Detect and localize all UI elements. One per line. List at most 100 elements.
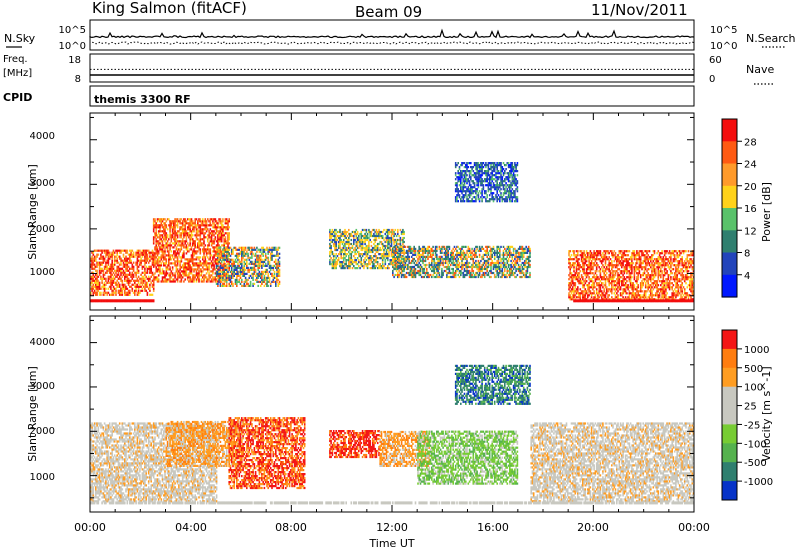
power-cell xyxy=(488,186,490,188)
power-cell xyxy=(264,281,266,283)
power-cell xyxy=(128,266,130,268)
power-cell xyxy=(420,270,422,272)
power-cell xyxy=(388,229,390,231)
power-cell xyxy=(183,256,185,258)
power-cell xyxy=(147,284,149,286)
power-cell xyxy=(113,290,115,292)
power-cell xyxy=(178,242,180,244)
power-cell xyxy=(264,285,266,287)
power-cell xyxy=(124,290,126,292)
power-cell xyxy=(266,265,268,267)
power-cell xyxy=(485,192,487,194)
power-cell xyxy=(441,256,443,258)
power-cell xyxy=(509,198,511,200)
power-cell xyxy=(149,260,151,262)
power-cell xyxy=(202,258,204,260)
power-cell xyxy=(488,254,490,256)
power-cell xyxy=(218,271,220,273)
power-cell xyxy=(115,292,117,294)
power-cell xyxy=(486,194,488,196)
power-cell xyxy=(460,178,462,180)
power-cell xyxy=(206,236,208,238)
power-cell xyxy=(468,254,470,256)
power-cell xyxy=(437,270,439,272)
power-cell xyxy=(525,260,527,262)
power-cell xyxy=(397,233,399,235)
power-cell xyxy=(193,230,195,232)
power-cell xyxy=(400,237,402,239)
power-cell xyxy=(279,281,281,283)
power-cell xyxy=(390,247,392,249)
power-cell xyxy=(429,262,431,264)
power-cell xyxy=(488,164,490,166)
power-cell xyxy=(183,280,185,282)
power-cell xyxy=(215,218,217,220)
power-cell xyxy=(96,270,98,272)
power-cell xyxy=(342,251,344,253)
power-cell xyxy=(222,220,224,222)
power-cell xyxy=(436,256,438,258)
power-cell xyxy=(232,251,234,253)
power-cell xyxy=(174,274,176,276)
power-cell xyxy=(475,252,477,254)
power-cell xyxy=(212,258,214,260)
power-cell xyxy=(148,262,150,264)
power-cell xyxy=(480,196,482,198)
power-cell xyxy=(142,288,144,290)
power-cell xyxy=(216,249,218,251)
power-cell xyxy=(382,237,384,239)
power-cell xyxy=(251,257,253,259)
power-cell xyxy=(342,243,344,245)
power-cell xyxy=(353,255,355,257)
power-cell xyxy=(507,276,509,278)
power-cell xyxy=(504,184,506,186)
power-cell xyxy=(364,261,366,263)
power-cell xyxy=(491,260,493,262)
power-cell xyxy=(466,174,468,176)
power-cell xyxy=(339,231,341,233)
power-cell xyxy=(524,248,526,250)
power-cell xyxy=(100,288,102,290)
power-cell xyxy=(338,259,340,261)
power-cell xyxy=(213,264,215,266)
power-cell xyxy=(461,176,463,178)
power-cell xyxy=(179,272,181,274)
power-cell xyxy=(181,236,183,238)
power-cell xyxy=(397,272,399,274)
power-cell xyxy=(260,249,262,251)
power-cell xyxy=(152,272,154,274)
power-cell xyxy=(162,260,164,262)
power-cell xyxy=(362,249,364,251)
power-cell xyxy=(177,218,179,220)
power-cell xyxy=(96,278,98,280)
power-cell xyxy=(130,280,132,282)
power-cell xyxy=(205,244,207,246)
power-cell xyxy=(155,256,157,258)
power-cell xyxy=(246,281,248,283)
power-cell xyxy=(168,238,170,240)
power-cell xyxy=(174,228,176,230)
power-cell xyxy=(439,266,441,268)
power-cell xyxy=(402,239,404,241)
power-cell xyxy=(241,263,243,265)
power-cell xyxy=(176,242,178,244)
power-cell xyxy=(348,251,350,253)
power-cell xyxy=(222,224,224,226)
power-cell xyxy=(479,264,481,266)
power-cell xyxy=(228,218,230,220)
power-cell xyxy=(176,238,178,240)
power-cell xyxy=(357,231,359,233)
power-cell xyxy=(104,282,106,284)
power-cell xyxy=(236,279,238,281)
power-cell xyxy=(488,274,490,276)
power-cell xyxy=(460,250,462,252)
power-cell xyxy=(505,164,507,166)
power-cell xyxy=(354,239,356,241)
power-cell xyxy=(245,255,247,257)
power-cell xyxy=(262,247,264,249)
power-cell xyxy=(207,238,209,240)
power-cell xyxy=(109,252,111,254)
power-cell xyxy=(278,249,280,251)
power-cell xyxy=(429,246,431,248)
power-cell xyxy=(259,271,261,273)
